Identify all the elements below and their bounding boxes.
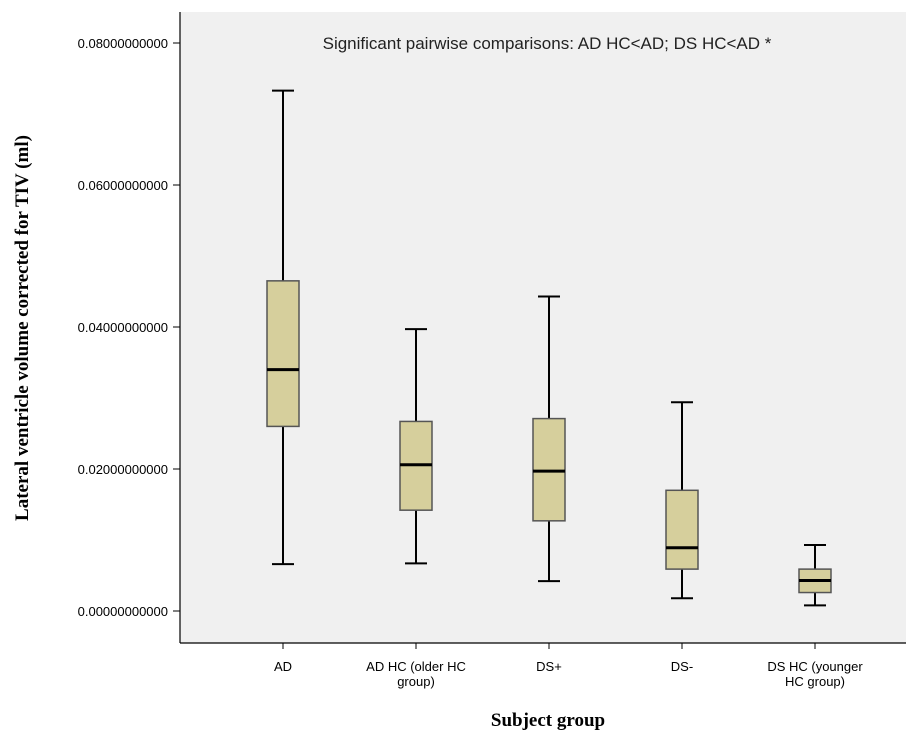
y-tick-label: 0.08000000000: [78, 36, 168, 51]
box-1: [399, 328, 433, 565]
annotation-text: Significant pairwise comparisons: AD HC<…: [323, 34, 772, 53]
x-tick-label: AD: [274, 659, 292, 674]
x-tick-label: DS-: [671, 659, 693, 674]
y-tick-label: 0.04000000000: [78, 320, 168, 335]
iqr-box: [266, 280, 300, 428]
box-4: [798, 543, 832, 607]
y-axis: 0.00000000000 0.02000000000 0.04000000000 0…: [78, 36, 180, 619]
x-tick-label: AD HC (older HC group): [366, 659, 466, 689]
x-tick-label: DS HC (younger HC group): [767, 659, 863, 689]
box-3: [665, 401, 699, 600]
y-tick-label: 0.06000000000: [78, 178, 168, 193]
y-tick-label: 0.00000000000: [78, 604, 168, 619]
box-0: [266, 89, 300, 566]
boxes-group: [266, 89, 832, 607]
x-axis-title: Subject group: [491, 710, 605, 731]
y-tick-label: 0.02000000000: [78, 462, 168, 477]
y-axis-title: Lateral ventricle volume corrected for T…: [12, 135, 33, 521]
iqr-box: [665, 489, 699, 570]
plot-area: [180, 12, 906, 643]
x-axis: AD AD HC (older HC group) DS+ DS- DS HC (youn…: [274, 643, 863, 689]
box-2: [532, 295, 566, 583]
x-tick-label: DS+: [536, 659, 562, 674]
